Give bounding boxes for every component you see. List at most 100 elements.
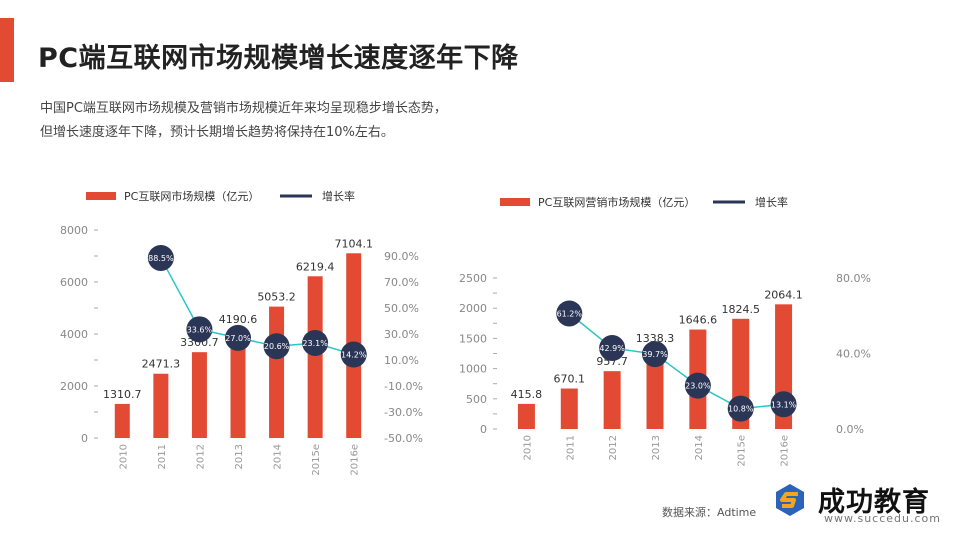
right-chart-y-tick-label: 500	[466, 393, 487, 406]
page-title: PC端互联网市场规模增长速度逐年下降	[38, 43, 519, 74]
right-chart-bar-2012	[603, 371, 621, 429]
right-chart-category-label: 2015e	[737, 435, 748, 467]
right-chart-category-label: 2012	[608, 435, 619, 460]
left-chart-category-label: 2012	[195, 444, 206, 469]
left-chart-bar-2014	[269, 306, 285, 438]
right-chart-bar-value-label: 2064.1	[764, 288, 803, 301]
right-chart-y-tick-label: 1000	[459, 363, 487, 376]
left-chart-bar-value-label: 4190.6	[219, 313, 258, 326]
left-chart-bar-2011	[153, 373, 169, 438]
title-accent-bar	[0, 18, 14, 82]
right-chart-legend-bar-label: PC互联网营销市场规模（亿元）	[538, 195, 695, 209]
left-chart-category-label: 2015e	[311, 444, 322, 476]
right-chart-bar-value-label: 1824.5	[721, 303, 760, 316]
right-chart-category-label: 2011	[565, 435, 576, 460]
right-chart-y-tick-label: 0	[480, 423, 487, 436]
left-chart-y2-tick-label: 10.0%	[384, 354, 419, 367]
left-chart-y2-tick-label: 70.0%	[384, 276, 419, 289]
left-chart-rate-label: 27.0%	[225, 334, 251, 343]
right-chart-rate-bubble	[599, 335, 626, 362]
right-chart-bar-value-label: 957.7	[596, 355, 628, 368]
right-chart-y-tick-label: 2000	[459, 302, 487, 315]
right-chart-rate-bubble	[556, 300, 583, 327]
right-chart-rate-bubble	[684, 372, 711, 399]
left-chart-rate-bubble	[186, 316, 213, 343]
right-chart-rate-label: 61.2%	[557, 309, 583, 318]
left-chart-legend-line-label: 增长率	[322, 189, 355, 203]
left-chart-rate-bubble	[225, 324, 251, 351]
right-chart-bar-2013	[646, 348, 664, 429]
right-chart-rate-bubble	[770, 391, 797, 418]
right-chart-rate-label: 10.8%	[728, 405, 754, 414]
left-chart-rate-label: 20.6%	[264, 342, 290, 351]
right-chart-rate-bubble	[727, 395, 754, 422]
left-chart-bar-2012	[191, 352, 207, 438]
right-chart-bar-value-label: 670.1	[554, 373, 586, 386]
right-chart-y2-tick-label: 0.0%	[836, 423, 864, 436]
left-chart-y2-tick-label: -30.0%	[384, 406, 423, 419]
right-chart-rate-bubble	[642, 341, 668, 368]
left-chart-y-tick-label: 2000	[60, 380, 88, 393]
left-chart-bar-value-label: 2471.3	[142, 358, 181, 371]
left-chart-y2-tick-label: -10.0%	[384, 380, 423, 393]
right-chart-bar-value-label: 1338.3	[636, 332, 675, 345]
right-chart-y2-tick-label: 40.0%	[836, 348, 871, 361]
right-chart-bar-value-label: 415.8	[511, 388, 543, 401]
right-chart-legend-bar-swatch	[500, 198, 530, 206]
left-chart-bar-value-label: 1310.7	[103, 388, 142, 401]
right-chart-y-tick-label: 1500	[459, 332, 487, 345]
left-chart-y2-tick-label: 50.0%	[384, 302, 419, 315]
subtitle-line-1: 中国PC端互联网市场规模及营销市场规模近年来均呈现稳步增长态势，	[40, 101, 447, 116]
left-chart-category-label: 2014	[273, 444, 284, 469]
data-source: 数据来源：Adtime	[662, 506, 757, 519]
left-chart-category-label: 2016e	[350, 444, 361, 476]
right-chart-y-tick-label: 2500	[459, 272, 487, 285]
left-chart-rate-bubble	[263, 333, 290, 360]
left-chart-rate-label: 23.1%	[302, 339, 328, 348]
left-chart-bar-value-label: 3300.7	[180, 336, 219, 349]
left-chart-y2-tick-label: 90.0%	[384, 250, 419, 263]
left-chart-bar-value-label: 5053.2	[257, 291, 296, 304]
right-chart-category-label: 2016e	[780, 435, 791, 467]
right-chart-category-label: 2013	[651, 435, 662, 460]
left-chart-rate-label: 88.5%	[148, 254, 174, 263]
brand-name: 成功教育	[818, 487, 930, 518]
right-chart-rate-label: 42.9%	[599, 344, 625, 353]
right-chart-legend-line-label: 增长率	[755, 195, 788, 209]
right-chart-rate-label: 13.1%	[771, 400, 797, 409]
right-chart-category-label: 2014	[694, 435, 705, 460]
right-chart-category-label: 2010	[522, 435, 533, 460]
left-chart-legend-bar-label: PC互联网市场规模（亿元）	[124, 189, 259, 203]
pc-marketing-market-chart: PC互联网营销市场规模（亿元） 增长率 0 500 1000 1500 2000 2500 0.…	[459, 195, 871, 467]
left-chart-category-label: 2013	[234, 444, 245, 469]
left-chart-bar-2013	[230, 329, 246, 438]
left-chart-bar-2010	[114, 403, 130, 438]
right-chart-bar-value-label: 1646.6	[679, 314, 718, 327]
subtitle-line-2: 但增长速度逐年下降，预计长期增长趋势将保持在10%左右。	[40, 125, 394, 140]
left-chart-y-tick-label: 0	[81, 432, 88, 445]
brand-watermark: 成功教育 www.succedu.com	[762, 478, 952, 530]
right-chart-rate-label: 39.7%	[642, 350, 668, 359]
left-chart-y-tick-label: 4000	[60, 328, 88, 341]
left-chart-category-label: 2011	[157, 444, 168, 469]
left-chart-y2-tick-label: -50.0%	[384, 432, 423, 445]
right-chart-rate-label: 23.0%	[685, 382, 711, 391]
left-chart-bar-value-label: 7104.1	[334, 237, 373, 250]
left-chart-category-label: 2010	[118, 444, 129, 469]
right-chart-bar-2011	[560, 388, 578, 429]
left-chart-bar-2015e	[307, 276, 323, 438]
brand-url: www.succedu.com	[824, 512, 941, 525]
left-chart-y2-tick-label: 30.0%	[384, 328, 419, 341]
left-chart-rate-bubble	[340, 341, 367, 368]
pc-internet-market-chart: PC互联网市场规模（亿元） 增长率 0 2000 4000 6000 8000 -50.0% -…	[60, 189, 423, 476]
left-chart-rate-label: 33.6%	[187, 325, 213, 334]
left-chart-y-tick-label: 6000	[60, 276, 88, 289]
left-chart-rate-bubble	[147, 244, 174, 271]
brand-logo-icon	[776, 484, 804, 516]
left-chart-rate-label: 14.2%	[341, 351, 367, 360]
right-chart-bar-2010	[517, 403, 535, 429]
left-chart-bar-value-label: 6219.4	[296, 260, 335, 273]
left-chart-rate-bubble	[302, 329, 329, 356]
right-chart-y2-tick-label: 80.0%	[836, 272, 871, 285]
left-chart-y-tick-label: 8000	[60, 224, 88, 237]
